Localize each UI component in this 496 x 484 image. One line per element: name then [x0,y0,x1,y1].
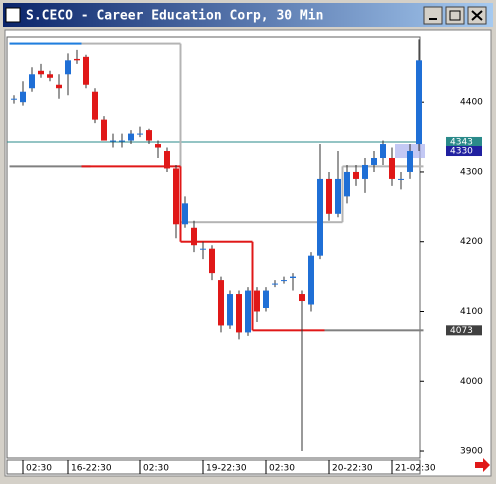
candle-body [398,178,404,180]
y-tick-label: 3900 [460,447,483,457]
maximize-button[interactable] [445,6,465,25]
candle-body [254,290,260,312]
y-tick-label: 4400 [460,98,483,108]
y-tick-label: 4100 [460,307,483,317]
candle-body [83,56,89,85]
x-tick-label: 02:30 [26,464,52,474]
candle-body [200,248,206,250]
x-tick-label: 16-22:30 [71,464,112,474]
candle-body [164,151,170,169]
candle-body [344,171,350,197]
x-tick-label: 21-02:30 [395,464,436,474]
candle-body [389,158,395,179]
candle-body [191,227,197,246]
candle-body [290,276,296,278]
candle-body [182,203,188,225]
maximize-icon [449,10,461,21]
y-tick-label: 4000 [460,377,483,387]
app-icon [5,7,21,23]
candle-body [74,58,80,61]
candle-body [353,171,359,179]
candle-body [146,130,152,141]
x-tick-label: 19-22:30 [206,464,247,474]
plot-area [6,36,421,459]
title-bar [3,3,493,27]
candle-body [317,178,323,256]
candle-body [101,119,107,141]
candle-body [38,70,44,75]
candle-body [371,158,377,165]
candle-body [209,248,215,274]
close-icon [471,10,483,21]
minimize-button[interactable] [423,6,443,25]
candle-body [245,290,251,333]
price-label: 4073 [450,326,473,336]
candle-body [29,74,35,89]
x-axis [6,459,421,475]
candle-body [47,74,53,78]
candle-body [263,290,269,308]
candle-body [236,294,242,333]
candle-body [128,133,134,141]
y-tick-label: 4300 [460,167,483,177]
price-label-box [446,325,482,336]
candle-body [380,144,386,158]
price-label: 4330 [450,147,473,157]
price-label-box [446,146,482,157]
candle-body [56,84,62,89]
candle-body [137,133,143,135]
candle-body [65,60,71,75]
candle-body [20,91,26,103]
candle-body [281,280,287,282]
candle-body [218,280,224,326]
candle-body [335,178,341,214]
candle-body [407,151,413,172]
candle-body [362,164,368,179]
window-buttons[interactable] [423,6,487,25]
scroll-arrow[interactable] [475,458,490,472]
candle-body [326,178,332,214]
candle-body [92,91,98,120]
candle-body [416,60,422,145]
candle-body [119,140,125,142]
candle-body [308,255,314,305]
candle-body [299,294,305,302]
candle-body [173,168,179,225]
y-tick-label: 4200 [460,237,483,247]
x-tick-label: 02:30 [143,464,169,474]
candle-body [227,294,233,326]
candle-body [155,144,161,148]
candle-body [110,140,116,142]
price-label: 4343 [450,137,473,147]
candle-body [272,283,278,285]
price-label-box [446,136,482,147]
candle-body [11,98,17,100]
x-tick-label: 02:30 [269,464,295,474]
chart-title: S.CECO - Career Education Corp, 30 Min [26,9,323,24]
x-tick-label: 20-22:30 [332,464,373,474]
